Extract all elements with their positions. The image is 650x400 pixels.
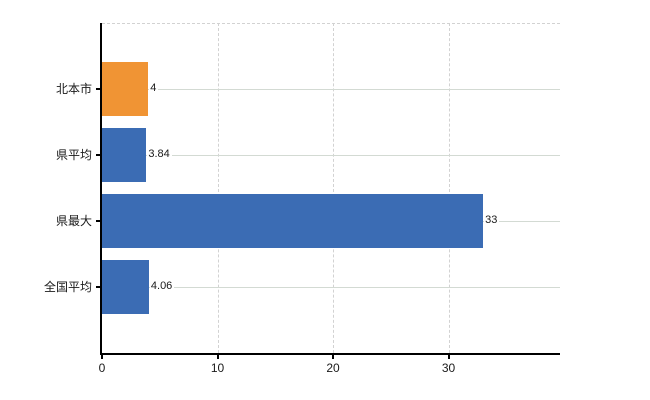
x-axis-tick (332, 353, 335, 359)
category-label: 全国平均 (43, 280, 92, 294)
x-axis-tick (101, 353, 103, 359)
x-axis-tick-label: 20 (326, 361, 340, 375)
vertical-gridline (217, 23, 219, 353)
category-label: 県平均 (55, 148, 92, 162)
bar-value-label: 3.84 (147, 148, 172, 161)
y-axis-tick (96, 88, 102, 90)
y-axis-line (100, 23, 102, 355)
y-axis-tick (96, 220, 102, 222)
category-label: 北本市 (55, 82, 92, 96)
x-axis-line (100, 353, 560, 355)
category-label: 県最大 (55, 214, 92, 228)
bar-4[interactable] (102, 260, 149, 314)
category-gridline (102, 154, 560, 156)
bar-1[interactable] (102, 62, 149, 116)
x-axis-tick-label: 10 (210, 361, 225, 375)
vertical-gridline (448, 23, 450, 353)
bar-3[interactable] (102, 194, 484, 248)
vertical-gridline (333, 23, 335, 353)
x-axis-tick (216, 353, 219, 359)
x-axis-tick-label: 0 (98, 361, 106, 375)
plot-top-border (102, 23, 560, 24)
bar-value-label: 33 (484, 214, 500, 227)
bar-value-label: 4 (149, 82, 159, 95)
y-axis-tick (96, 286, 102, 288)
x-axis-tick (447, 353, 450, 359)
x-axis-tick-label: 30 (441, 361, 456, 375)
bar-value-label: 4.06 (149, 280, 175, 293)
y-axis-tick (96, 154, 102, 156)
category-gridline (102, 88, 560, 90)
bar-2[interactable] (102, 128, 147, 182)
category-gridline (102, 286, 560, 288)
